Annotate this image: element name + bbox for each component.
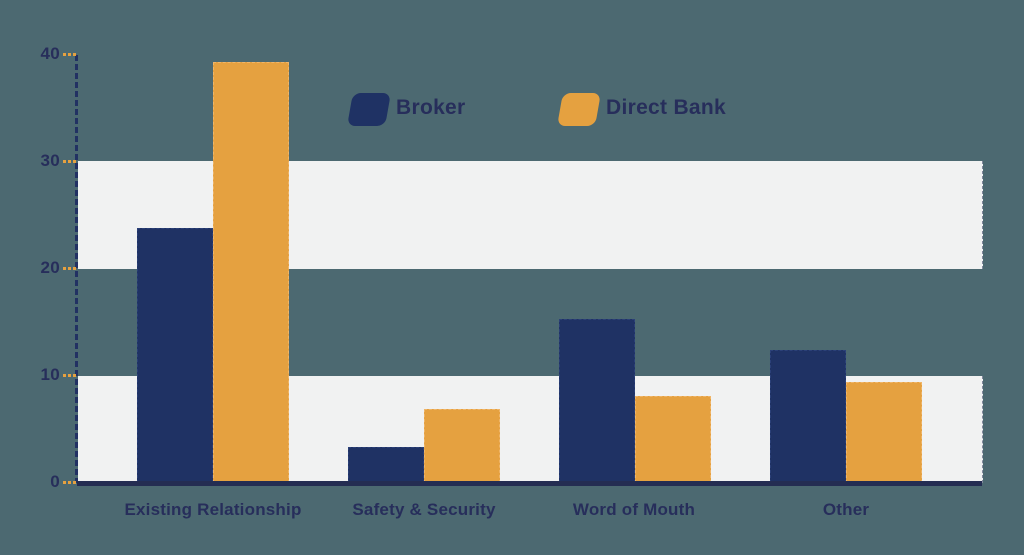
x-axis-line [77, 481, 982, 486]
x-label-safety-security: Safety & Security [352, 500, 496, 519]
legend-swatch-direct-bank [557, 93, 601, 126]
y-tick-mark [63, 481, 77, 484]
y-tick-mark [63, 267, 77, 270]
y-tick-label: 40 [40, 44, 60, 63]
x-label-other: Other [822, 500, 870, 519]
x-label-existing-relationship: Existing Relationship [124, 500, 302, 519]
legend-swatch-broker [347, 93, 391, 126]
x-label-word-of-mouth: Word of Mouth [572, 500, 696, 519]
bar-direct-bank-other [845, 382, 922, 483]
y-tick-mark [63, 53, 77, 56]
bar-broker-word-of-mouth [558, 319, 635, 483]
legend-label-direct-bank: Direct Bank [606, 96, 727, 119]
bar-direct-bank-word-of-mouth [634, 396, 711, 483]
bar-direct-bank-safety-security [424, 409, 500, 483]
bar-broker-other [769, 350, 846, 483]
y-tick-mark [63, 160, 77, 163]
y-tick-label: 20 [40, 258, 60, 277]
bar-direct-bank-existing-relationship [213, 62, 289, 483]
y-tick-label: 10 [40, 365, 60, 384]
bar-broker-existing-relationship [137, 228, 213, 483]
y-tick-label: 0 [50, 472, 60, 491]
legend-label-broker: Broker [396, 96, 466, 119]
y-tick-mark [63, 374, 77, 377]
y-tick-label: 30 [40, 151, 60, 170]
bar-broker-safety-security [348, 447, 424, 483]
